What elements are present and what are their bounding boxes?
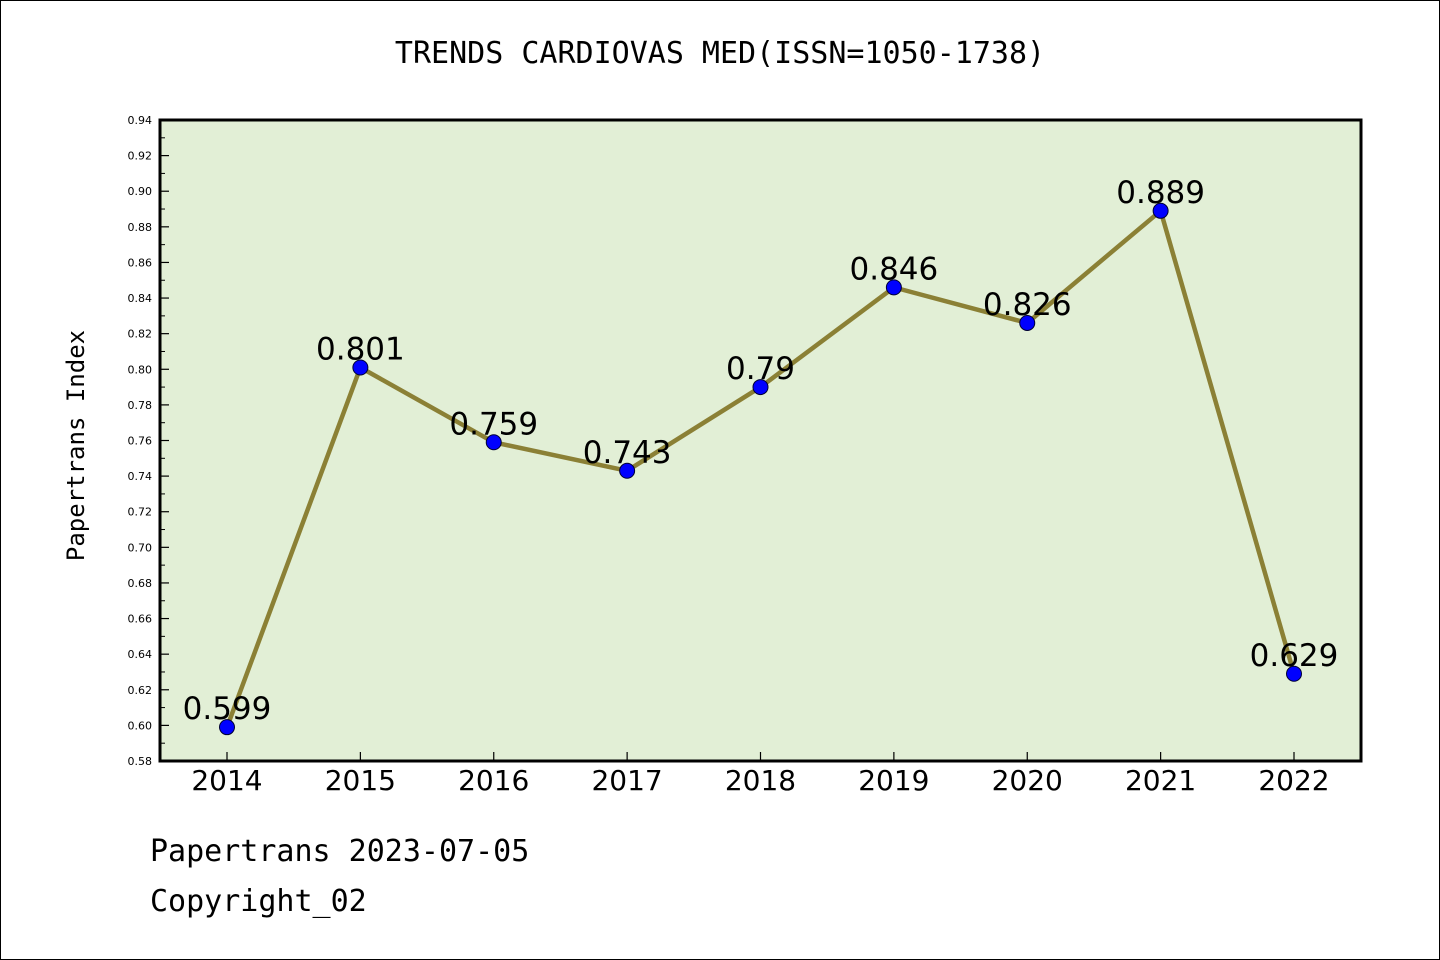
x-tick-label: 2021 bbox=[1125, 764, 1196, 797]
y-tick-label: 0.70 bbox=[128, 541, 153, 554]
y-tick-label: 0.72 bbox=[128, 506, 153, 519]
data-point-marker bbox=[885, 279, 902, 296]
y-tick-label: 0.66 bbox=[128, 613, 153, 626]
y-axis: 0.58 0.60 0.62 0.64 0.66 0.68 0.70 0.72 0.74 0.76… bbox=[128, 114, 169, 768]
y-tick-label: 0.60 bbox=[128, 719, 153, 732]
x-tick-label: 2017 bbox=[591, 764, 662, 797]
data-label: 0.826 bbox=[983, 287, 1072, 323]
y-tick-label: 0.58 bbox=[128, 755, 153, 768]
y-tick-label: 0.86 bbox=[128, 256, 153, 269]
y-tick-label: 0.76 bbox=[128, 435, 153, 448]
y-axis-label: Papertrans Index bbox=[62, 330, 90, 561]
data-label: 0.846 bbox=[850, 251, 939, 287]
y-tick-label: 0.80 bbox=[128, 363, 153, 376]
data-label: 0.759 bbox=[449, 406, 538, 442]
data-point-marker bbox=[752, 379, 769, 396]
data-label: 0.801 bbox=[316, 331, 405, 367]
y-tick-label: 0.84 bbox=[128, 292, 153, 305]
x-axis: 2014 2015 2016 2017 2018 2019 2020 2021 2022 bbox=[191, 752, 1330, 797]
x-tick-label: 2016 bbox=[458, 764, 529, 797]
x-tick-label: 2018 bbox=[725, 764, 796, 797]
data-label: 0.889 bbox=[1116, 175, 1205, 211]
plot-border bbox=[158, 118, 1363, 763]
plot-area bbox=[160, 120, 1361, 761]
data-point-marker bbox=[1286, 665, 1302, 682]
data-label: 0.629 bbox=[1250, 638, 1339, 674]
y-tick-label: 0.64 bbox=[128, 648, 153, 661]
y-tick-label: 0.68 bbox=[128, 577, 153, 590]
x-tick-label: 2022 bbox=[1258, 764, 1329, 797]
chart-title: TRENDS CARDIOVAS MED(ISSN=1050-1738) bbox=[394, 36, 1046, 71]
x-tick-label: 2019 bbox=[858, 764, 929, 797]
y-tick-label: 0.92 bbox=[128, 150, 153, 163]
data-label: 0.79 bbox=[726, 351, 795, 387]
data-point-marker bbox=[1152, 202, 1169, 219]
data-point-marker bbox=[1019, 314, 1036, 331]
data-point-marker bbox=[485, 434, 502, 451]
footer-date: Papertrans 2023-07-05 bbox=[150, 834, 530, 869]
data-point-marker bbox=[219, 719, 235, 736]
y-tick-label: 0.94 bbox=[128, 114, 153, 127]
y-tick-label: 0.74 bbox=[128, 470, 153, 483]
series-group: 0.599 0.801 0.759 0.743 0.79 0.846 0.826 0.889 0… bbox=[183, 175, 1339, 736]
x-tick-label: 2020 bbox=[992, 764, 1063, 797]
x-tick-label: 2015 bbox=[325, 764, 396, 797]
footer-copyright: Copyright_02 bbox=[150, 884, 367, 919]
x-tick-label: 2014 bbox=[191, 764, 262, 797]
y-tick-label: 0.88 bbox=[128, 221, 153, 234]
y-tick-label: 0.82 bbox=[128, 328, 153, 341]
y-tick-label: 0.62 bbox=[128, 684, 153, 697]
data-label: 0.599 bbox=[183, 691, 272, 727]
y-tick-label: 0.90 bbox=[128, 185, 153, 198]
data-point-marker bbox=[352, 359, 369, 376]
data-point-marker bbox=[619, 462, 636, 479]
data-label: 0.743 bbox=[583, 435, 672, 471]
y-tick-label: 0.78 bbox=[128, 399, 153, 412]
